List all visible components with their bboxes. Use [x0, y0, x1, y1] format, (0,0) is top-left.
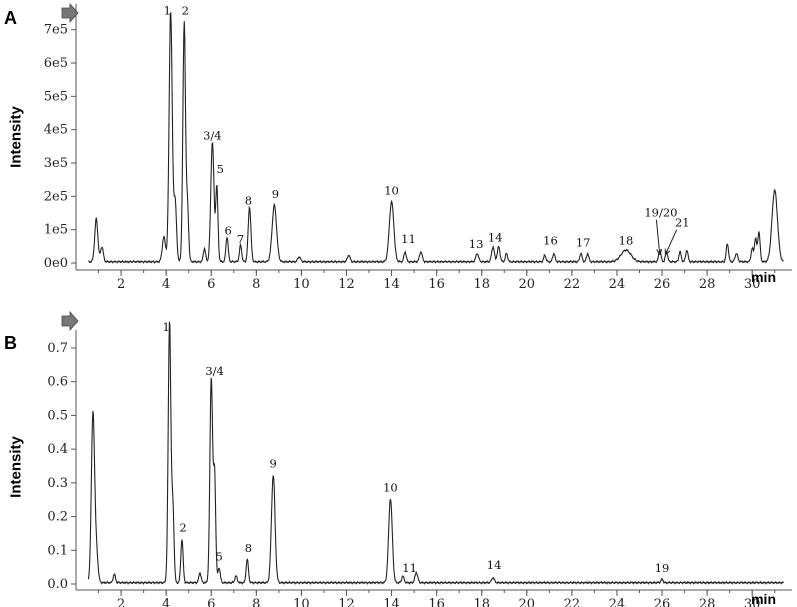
arrowhead-icon: [656, 248, 663, 255]
x-tick-label: 4: [162, 597, 170, 607]
axis-arrow-icon: [61, 2, 79, 24]
peak-label: 11: [401, 232, 416, 246]
x-tick-label: 22: [564, 597, 581, 607]
peak-label: 5: [215, 549, 222, 563]
axis-arrow-icon: [61, 310, 79, 332]
x-tick-label: 20: [519, 597, 536, 607]
peak-label: 9: [272, 187, 279, 201]
y-tick-label: 2e5: [44, 189, 68, 204]
peak-label: 1: [162, 320, 169, 334]
x-tick-label: 24: [609, 277, 626, 292]
x-tick-label: 2: [117, 277, 125, 292]
x-tick-label: 6: [207, 277, 215, 292]
peak-label: 10: [384, 184, 399, 198]
peak-label: 19/20: [644, 205, 677, 219]
y-tick-label: 0.6: [47, 375, 68, 390]
x-axis-unit: min: [751, 269, 776, 285]
peak-label: 3/4: [205, 364, 224, 378]
x-tick-label: 16: [428, 597, 445, 607]
peak-label: 3/4: [203, 129, 222, 143]
peak-label: 6: [224, 224, 231, 238]
peak-label: 18: [619, 234, 634, 248]
y-tick-label: 1e5: [44, 223, 68, 238]
x-tick-label: 8: [252, 277, 260, 292]
x-tick-label: 10: [293, 277, 310, 292]
x-tick-label: 8: [252, 597, 260, 607]
x-axis-unit: min: [751, 591, 776, 607]
peak-label: 10: [383, 480, 398, 494]
y-tick-label: 5e5: [44, 89, 68, 104]
x-tick-label: 22: [564, 277, 581, 292]
panel-letter: A: [4, 8, 17, 28]
x-tick-label: 18: [473, 597, 490, 607]
peak-label: 16: [543, 234, 558, 248]
peak-label: 14: [488, 230, 503, 244]
x-tick-label: 12: [338, 597, 355, 607]
y-tick-label: 0.7: [47, 341, 68, 356]
x-tick-label: 2: [117, 597, 125, 607]
y-tick-label: 7e5: [44, 23, 68, 38]
peak-label: 2: [179, 521, 186, 535]
peak-label: 13: [469, 237, 484, 251]
y-tick-label: 0e0: [44, 256, 68, 271]
peak-label: 5: [217, 162, 224, 176]
peak-label: 9: [270, 457, 277, 471]
x-tick-label: 10: [293, 597, 310, 607]
x-tick-label: 14: [383, 597, 400, 607]
annotation-arrow: [664, 229, 678, 255]
x-tick-label: 20: [519, 277, 536, 292]
x-tick-label: 26: [654, 597, 671, 607]
x-tick-label: 28: [699, 597, 716, 607]
x-tick-label: 4: [162, 277, 170, 292]
y-tick-label: 3e5: [44, 156, 68, 171]
peak-label: 19: [655, 561, 670, 575]
peak-label: 17: [576, 235, 591, 249]
y-axis-label: Intensity: [8, 436, 25, 498]
panel-letter: B: [4, 333, 17, 353]
peak-label: 1: [164, 4, 171, 18]
y-tick-label: 0.5: [47, 408, 68, 423]
y-tick-label: 4e5: [44, 123, 68, 138]
annotation-arrow: [655, 219, 661, 255]
y-tick-label: 6e5: [44, 56, 68, 71]
y-tick-label: 0.3: [47, 476, 68, 491]
chromatogram-trace: [88, 11, 784, 264]
x-tick-label: 6: [207, 597, 215, 607]
x-tick-label: 26: [654, 277, 671, 292]
x-tick-label: 16: [428, 277, 445, 292]
x-tick-label: 12: [338, 277, 355, 292]
x-tick-label: 24: [609, 597, 626, 607]
x-tick-label: 18: [473, 277, 490, 292]
y-tick-label: 0.0: [47, 577, 68, 592]
arrowhead-icon: [664, 248, 671, 256]
x-tick-label: 14: [383, 277, 400, 292]
y-tick-label: 0.2: [47, 510, 68, 525]
x-tick-label: 30: [744, 277, 761, 292]
y-tick-label: 0.4: [47, 442, 68, 457]
peak-label: 8: [245, 541, 252, 555]
x-tick-label: 28: [699, 277, 716, 292]
chromatogram-trace: [87, 321, 785, 585]
peak-label: 21: [675, 215, 690, 229]
peak-label: 7: [237, 232, 244, 246]
peak-label: 14: [487, 558, 502, 572]
y-axis-label: Intensity: [8, 106, 25, 168]
peak-label: 8: [245, 194, 252, 208]
peak-label: 2: [182, 4, 189, 18]
peak-label: 11: [402, 561, 417, 575]
y-tick-label: 0.1: [47, 543, 68, 558]
x-tick-label: 30: [744, 597, 761, 607]
